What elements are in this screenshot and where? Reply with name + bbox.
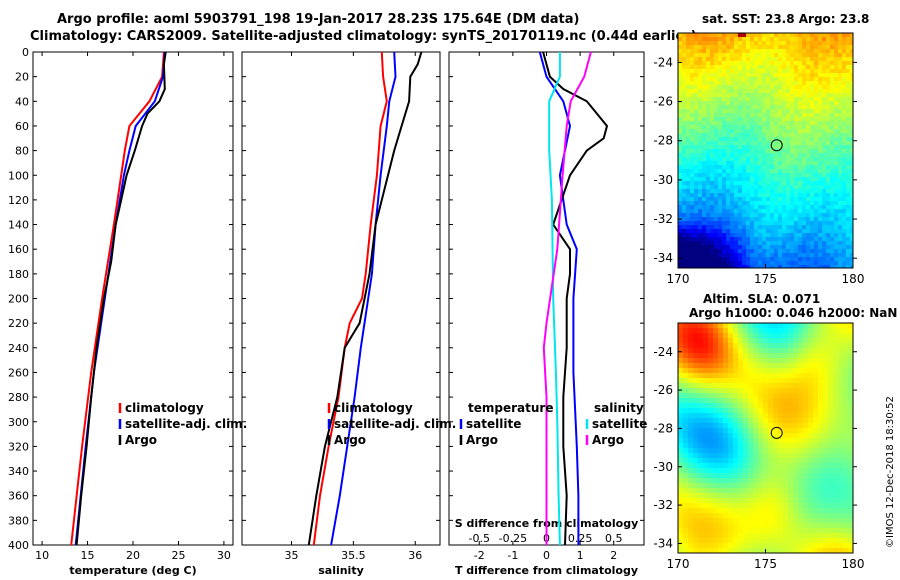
legend-diff-sal-0-label: satellite xyxy=(592,417,647,431)
sla-map-profile-marker xyxy=(770,426,783,439)
depth-tick-label: 180 xyxy=(8,268,29,281)
x-tick-label: 25 xyxy=(171,549,185,562)
sla-map-y-tick-label: -28 xyxy=(653,421,673,435)
x-tick-label: 10 xyxy=(35,549,49,562)
series-line-climatology xyxy=(312,51,388,546)
salinity-diff-tick-label: -0.25 xyxy=(499,532,527,545)
sla-map-y-tick-label: -32 xyxy=(653,498,673,512)
x-axis-label: T difference from climatology xyxy=(455,564,638,577)
x-tick-label: 20 xyxy=(126,549,140,562)
depth-tick-label: 160 xyxy=(8,243,29,256)
legend-diff-sal-title: salinity xyxy=(594,401,644,415)
depth-tick-label: 280 xyxy=(8,391,29,404)
depth-tick-label: 140 xyxy=(8,219,29,232)
sst-map-y-tick-label: -26 xyxy=(653,95,673,109)
altim-title-1: Altim. SLA: 0.071 xyxy=(703,292,821,306)
depth-tick-label: 220 xyxy=(8,317,29,330)
profile-panel-2 xyxy=(241,51,441,546)
sst-map-y-tick-label: -24 xyxy=(653,55,673,69)
legend-diff-temp-title: temperature xyxy=(468,401,553,415)
depth-tick-label: 340 xyxy=(8,465,29,478)
legend-sal-1-label: satellite-adj. clim. xyxy=(334,417,456,431)
depth-tick-label: 60 xyxy=(15,120,29,133)
series-line-t-satellite xyxy=(538,51,580,545)
legend-temp-0-label: climatology xyxy=(125,401,204,415)
legend-sal-2-label: Argo xyxy=(334,433,366,447)
series-line-climatology xyxy=(70,51,165,546)
sla-map-y-tick-label: -30 xyxy=(653,460,673,474)
x-tick-label: -2 xyxy=(474,549,485,562)
sst-map-y-tick-label: -28 xyxy=(653,134,673,148)
legend-temp-1-label: satellite-adj. clim. xyxy=(125,417,247,431)
sla-map-x-tick-label: 175 xyxy=(754,557,777,571)
sla-map-x-tick-label: 170 xyxy=(667,557,690,571)
title-line-1: Argo profile: aoml 5903791_198 19-Jan-20… xyxy=(57,12,580,27)
salinity-diff-tick-label: 0.25 xyxy=(568,532,593,545)
depth-tick-label: 40 xyxy=(15,95,29,108)
depth-tick-label: 0 xyxy=(22,46,29,59)
series-line-s-argo xyxy=(542,51,592,545)
series-line-satellite-adj-clim- xyxy=(330,51,397,546)
depth-tick-label: 320 xyxy=(8,440,29,453)
depth-tick-label: 20 xyxy=(15,71,29,84)
depth-tick-label: 360 xyxy=(8,490,29,503)
sst-map-y-tick-label: -34 xyxy=(653,251,673,265)
x-tick-label: 30 xyxy=(217,549,231,562)
sst-map-y-tick-label: -32 xyxy=(653,212,673,226)
altim-title-2: Argo h1000: 0.046 h2000: NaN xyxy=(689,306,898,320)
legend-sal-0-label: climatology xyxy=(334,401,413,415)
depth-tick-label: 100 xyxy=(8,169,29,182)
sst-map-x-tick-label: 180 xyxy=(842,272,865,286)
sst-map-profile-marker xyxy=(770,139,783,152)
depth-tick-label: 240 xyxy=(8,342,29,355)
depth-tick-label: 380 xyxy=(8,514,29,527)
sst-map-x-tick-label: 175 xyxy=(754,272,777,286)
sst-map-x-tick-label: 170 xyxy=(667,272,690,286)
legend-temp-2-label: Argo xyxy=(125,433,157,447)
sla-map xyxy=(678,323,854,554)
x-tick-label: 1 xyxy=(577,549,584,562)
sla-map-y-tick-label: -26 xyxy=(653,383,673,397)
x-tick-label: 35 xyxy=(285,549,299,562)
depth-tick-label: 120 xyxy=(8,194,29,207)
salinity-diff-tick-label: 0.5 xyxy=(605,532,623,545)
depth-tick-label: 260 xyxy=(8,366,29,379)
legend-diff-temp-1-label: Argo xyxy=(466,433,498,447)
legend-diff-sal-1-label: Argo xyxy=(592,433,624,447)
x-axis-label: temperature (deg C) xyxy=(69,564,196,577)
x-tick-label: -1 xyxy=(507,549,518,562)
depth-tick-label: 200 xyxy=(8,293,29,306)
x-tick-label: 2 xyxy=(610,549,617,562)
series-line-argo xyxy=(307,51,423,546)
sst-map-y-tick-label: -30 xyxy=(653,173,673,187)
series-line-s-satellite xyxy=(548,52,561,546)
series-line-argo xyxy=(75,51,167,546)
sst-map-title: sat. SST: 23.8 Argo: 23.8 xyxy=(702,12,870,26)
series-line-satellite-adj-clim- xyxy=(74,51,166,546)
sla-map-y-tick-label: -34 xyxy=(653,536,673,550)
depth-tick-label: 400 xyxy=(8,539,29,552)
x-axis-label: salinity xyxy=(318,564,364,577)
profile-panel-1 xyxy=(32,51,234,546)
sst-map xyxy=(678,33,854,269)
x-tick-label: 15 xyxy=(81,549,95,562)
salinity-diff-tick-label: -0.5 xyxy=(469,532,490,545)
depth-tick-label: 80 xyxy=(15,145,29,158)
x-tick-label: 0 xyxy=(543,549,550,562)
sla-map-y-tick-label: -24 xyxy=(653,345,673,359)
legend-diff-temp-0-label: satellite xyxy=(466,417,521,431)
sla-map-x-tick-label: 180 xyxy=(842,557,865,571)
depth-tick-label: 300 xyxy=(8,416,29,429)
x-tick-label: 35.5 xyxy=(341,549,366,562)
x-tick-label: 36 xyxy=(408,549,422,562)
title-line-2: Climatology: CARS2009. Satellite-adjuste… xyxy=(30,29,697,44)
